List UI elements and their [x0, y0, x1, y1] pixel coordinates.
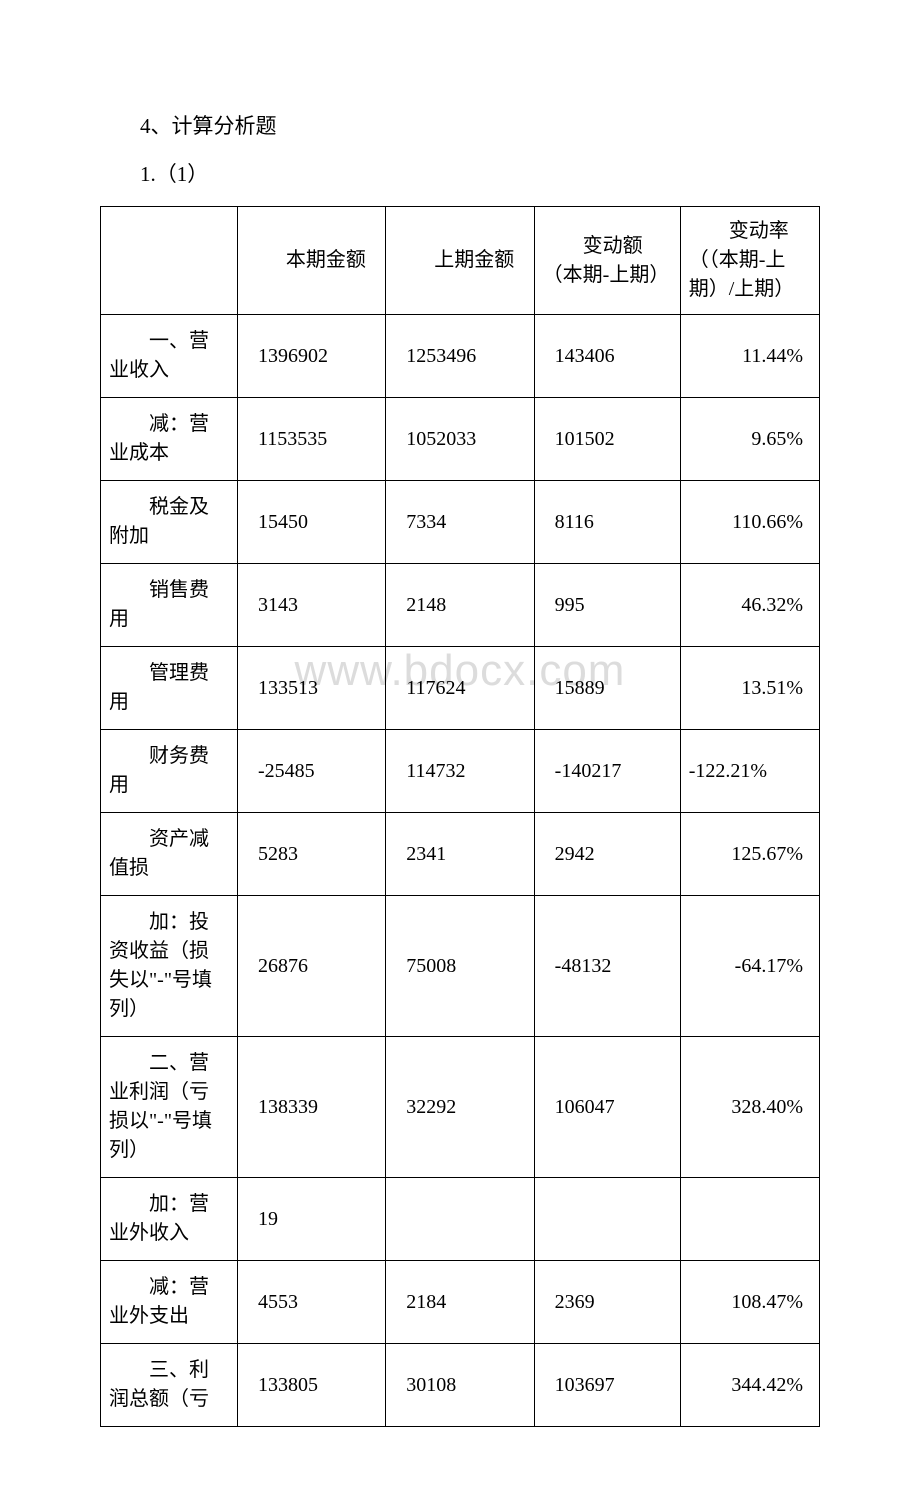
table-row: 减：营业成本 1153535 1052033 101502 9.65%: [101, 398, 820, 481]
row-rate: -122.21%: [680, 730, 819, 813]
row-diff: -140217: [534, 730, 680, 813]
row-previous: 32292: [386, 1037, 534, 1178]
row-current: 26876: [237, 896, 385, 1037]
row-label: 加：营业外收入: [101, 1178, 238, 1261]
sub-heading: 1.（1）: [100, 158, 820, 188]
section-heading: 4、计算分析题: [100, 110, 820, 140]
row-current: 138339: [237, 1037, 385, 1178]
header-cell-rate: 变动率 （（本期-上期）/上期）: [680, 207, 819, 315]
row-previous: 30108: [386, 1344, 534, 1427]
document-page: 4、计算分析题 1.（1） www.bdocx.com 本期金额 上期金额 变动…: [0, 0, 920, 1487]
row-previous: 114732: [386, 730, 534, 813]
row-current: 1396902: [237, 315, 385, 398]
row-label: 减：营业成本: [101, 398, 238, 481]
row-diff: 8116: [534, 481, 680, 564]
row-diff: 103697: [534, 1344, 680, 1427]
row-rate: 108.47%: [680, 1261, 819, 1344]
row-label: 销售费用: [101, 564, 238, 647]
row-rate: 328.40%: [680, 1037, 819, 1178]
row-rate: 11.44%: [680, 315, 819, 398]
row-label: 二、营业利润（亏损以"-"号填列）: [101, 1037, 238, 1178]
row-diff: 15889: [534, 647, 680, 730]
table-row: 减：营业外支出 4553 2184 2369 108.47%: [101, 1261, 820, 1344]
row-current: 4553: [237, 1261, 385, 1344]
row-label: 财务费用: [101, 730, 238, 813]
row-diff: 143406: [534, 315, 680, 398]
table-row: 一、营业收入 1396902 1253496 143406 11.44%: [101, 315, 820, 398]
row-label: 管理费用: [101, 647, 238, 730]
row-previous: 7334: [386, 481, 534, 564]
row-previous: 2341: [386, 813, 534, 896]
table-row: 二、营业利润（亏损以"-"号填列） 138339 32292 106047 32…: [101, 1037, 820, 1178]
row-diff: 995: [534, 564, 680, 647]
row-rate: -64.17%: [680, 896, 819, 1037]
table-row: 税金及附加 15450 7334 8116 110.66%: [101, 481, 820, 564]
financial-table: 本期金额 上期金额 变动额 （本期-上期） 变动率 （（本期-上期）/上期） 一…: [100, 206, 820, 1427]
row-rate: 110.66%: [680, 481, 819, 564]
row-current: 1153535: [237, 398, 385, 481]
row-rate: 125.67%: [680, 813, 819, 896]
row-diff: 2369: [534, 1261, 680, 1344]
row-current: 19: [237, 1178, 385, 1261]
row-label: 加：投资收益（损失以"-"号填列）: [101, 896, 238, 1037]
header-cell-current: 本期金额: [237, 207, 385, 315]
table-row: 三、利润总额（亏 133805 30108 103697 344.42%: [101, 1344, 820, 1427]
row-diff: [534, 1178, 680, 1261]
row-previous: 2184: [386, 1261, 534, 1344]
table-row: 加：营业外收入 19: [101, 1178, 820, 1261]
row-label: 减：营业外支出: [101, 1261, 238, 1344]
row-current: 133805: [237, 1344, 385, 1427]
header-cell-item: [101, 207, 238, 315]
row-previous: 1253496: [386, 315, 534, 398]
row-previous: 117624: [386, 647, 534, 730]
row-rate: 13.51%: [680, 647, 819, 730]
row-diff: 106047: [534, 1037, 680, 1178]
row-previous: 75008: [386, 896, 534, 1037]
row-diff: 101502: [534, 398, 680, 481]
row-current: 3143: [237, 564, 385, 647]
row-rate: 9.65%: [680, 398, 819, 481]
table-container: www.bdocx.com 本期金额 上期金额 变动额 （本期-上期） 变动率 …: [100, 206, 820, 1427]
row-previous: 2148: [386, 564, 534, 647]
row-rate: 46.32%: [680, 564, 819, 647]
row-label: 一、营业收入: [101, 315, 238, 398]
row-label: 资产减值损: [101, 813, 238, 896]
row-current: 15450: [237, 481, 385, 564]
table-row: 财务费用 -25485 114732 -140217 -122.21%: [101, 730, 820, 813]
row-previous: 1052033: [386, 398, 534, 481]
table-row: 销售费用 3143 2148 995 46.32%: [101, 564, 820, 647]
table-row: 加：投资收益（损失以"-"号填列） 26876 75008 -48132 -64…: [101, 896, 820, 1037]
row-current: 133513: [237, 647, 385, 730]
row-label: 三、利润总额（亏: [101, 1344, 238, 1427]
table-header-row: 本期金额 上期金额 变动额 （本期-上期） 变动率 （（本期-上期）/上期）: [101, 207, 820, 315]
row-previous: [386, 1178, 534, 1261]
row-current: -25485: [237, 730, 385, 813]
table-row: 管理费用 133513 117624 15889 13.51%: [101, 647, 820, 730]
table-row: 资产减值损 5283 2341 2942 125.67%: [101, 813, 820, 896]
row-diff: -48132: [534, 896, 680, 1037]
row-current: 5283: [237, 813, 385, 896]
row-diff: 2942: [534, 813, 680, 896]
row-label: 税金及附加: [101, 481, 238, 564]
row-rate: [680, 1178, 819, 1261]
row-rate: 344.42%: [680, 1344, 819, 1427]
header-cell-previous: 上期金额: [386, 207, 534, 315]
header-cell-diff: 变动额 （本期-上期）: [534, 207, 680, 315]
